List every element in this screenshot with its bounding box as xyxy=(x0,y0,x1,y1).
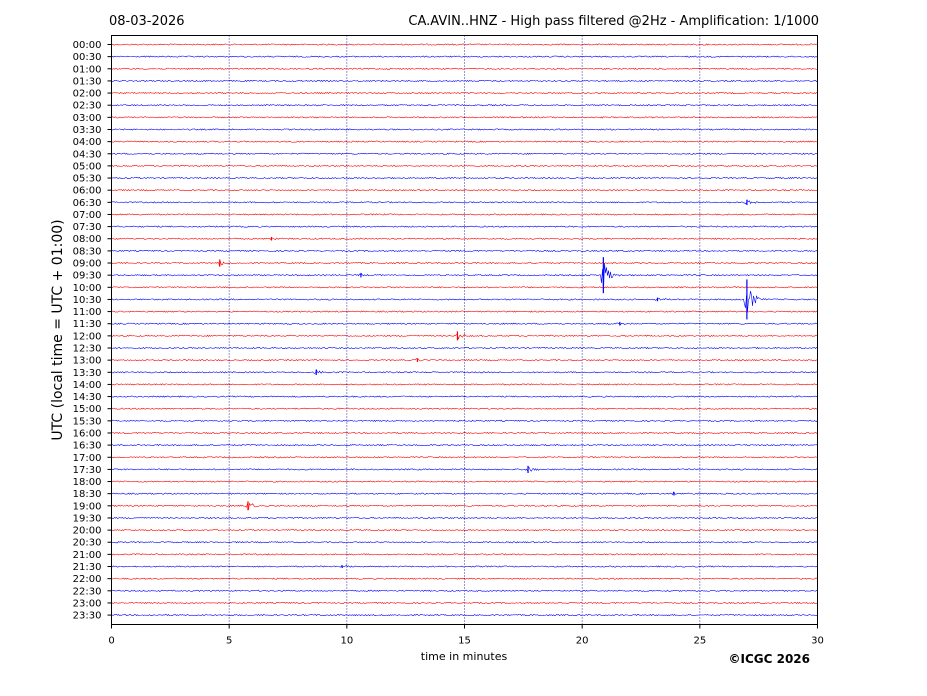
y-tick-label: 09:00 xyxy=(73,259,102,270)
y-tick-label: 20:00 xyxy=(73,526,102,537)
y-tick-label: 03:30 xyxy=(73,125,102,136)
y-tick-label: 03:00 xyxy=(73,113,102,124)
trace-line xyxy=(111,310,818,313)
x-tick-label: 20 xyxy=(576,636,589,647)
x-tick-label: 10 xyxy=(340,636,353,647)
date-label: 08-03-2026 xyxy=(109,14,185,29)
x-axis: 0 5 10 15 20 25 30 xyxy=(108,624,824,647)
trace-line xyxy=(111,480,818,483)
trace-line xyxy=(111,419,818,422)
y-tick-label: 02:30 xyxy=(73,101,102,112)
y-tick-label: 00:30 xyxy=(73,52,102,63)
y-tick-label: 07:00 xyxy=(73,210,102,221)
y-tick-label: 15:00 xyxy=(73,404,102,415)
y-tick-label: 17:00 xyxy=(73,453,102,464)
y-tick-label: 04:00 xyxy=(73,137,102,148)
y-tick-label: 23:30 xyxy=(73,611,102,622)
y-tick-label: 18:30 xyxy=(73,489,102,500)
trace-line xyxy=(111,225,818,228)
y-tick-label: 22:30 xyxy=(73,586,102,597)
y-tick-label: 14:30 xyxy=(73,392,102,403)
trace-line xyxy=(111,491,818,496)
x-tick-label: 15 xyxy=(458,636,471,647)
y-tick-label: 12:30 xyxy=(73,344,102,355)
trace-line xyxy=(111,213,818,216)
trace-line xyxy=(111,189,818,192)
trace-line xyxy=(111,444,818,447)
y-tick-label: 00:00 xyxy=(73,40,102,51)
y-tick-label: 08:30 xyxy=(73,246,102,257)
y-tick-label: 10:30 xyxy=(73,295,102,306)
y-tick-label: 07:30 xyxy=(73,222,102,233)
y-tick-label: 11:00 xyxy=(73,307,102,318)
trace-line xyxy=(111,467,818,472)
y-tick-label: 23:00 xyxy=(73,598,102,609)
y-tick-label: 11:30 xyxy=(73,319,102,330)
y-tick-label: 16:00 xyxy=(73,428,102,439)
copyright-label: ©ICGC 2026 xyxy=(728,652,810,666)
y-tick-label: 13:00 xyxy=(73,356,102,367)
y-tick-label: 04:30 xyxy=(73,149,102,160)
y-axis-label: UTC (local time = UTC + 01:00) xyxy=(50,219,66,440)
y-tick-label: 10:00 xyxy=(73,283,102,294)
trace-line xyxy=(111,200,818,205)
y-tick-label: 13:30 xyxy=(73,368,102,379)
y-tick-label: 05:30 xyxy=(73,174,102,185)
chart-title: CA.AVIN..HNZ - High pass filtered @2Hz -… xyxy=(408,14,819,29)
y-tick-label: 05:00 xyxy=(73,161,102,172)
y-tick-label: 19:00 xyxy=(73,501,102,512)
y-tick-label: 09:30 xyxy=(73,271,102,282)
x-axis-label: time in minutes xyxy=(421,650,508,663)
y-tick-label: 06:00 xyxy=(73,186,102,197)
x-tick-label: 25 xyxy=(693,636,706,647)
x-tick-label: 0 xyxy=(108,636,114,647)
trace-line xyxy=(111,176,818,180)
y-tick-label: 12:00 xyxy=(73,331,102,342)
trace-line xyxy=(111,516,818,520)
y-tick-label: 21:30 xyxy=(73,562,102,573)
trace-line xyxy=(111,236,818,240)
x-tick-label: 30 xyxy=(811,636,824,647)
trace-line xyxy=(111,249,818,252)
trace-line xyxy=(111,152,818,155)
y-tick-label: 20:30 xyxy=(73,538,102,549)
y-tick-label: 01:30 xyxy=(73,76,102,87)
y-tick-label: 18:00 xyxy=(73,477,102,488)
y-tick-label: 15:30 xyxy=(73,416,102,427)
trace-line xyxy=(111,502,818,510)
y-tick-label: 01:00 xyxy=(73,64,102,75)
trace-line xyxy=(111,260,818,268)
y-tick-label: 17:30 xyxy=(73,465,102,476)
trace-line xyxy=(111,333,818,340)
grid-lines xyxy=(228,35,701,625)
y-tick-label: 14:00 xyxy=(73,380,102,391)
y-tick-label: 16:30 xyxy=(73,441,102,452)
y-tick-label: 02:00 xyxy=(73,89,102,100)
y-tick-label: 19:30 xyxy=(73,513,102,524)
trace-line xyxy=(111,456,818,459)
y-tick-label: 22:00 xyxy=(73,574,102,585)
y-tick-label: 21:00 xyxy=(73,550,102,561)
y-tick-label: 06:30 xyxy=(73,198,102,209)
x-tick-label: 5 xyxy=(226,636,232,647)
y-tick-label: 08:00 xyxy=(73,234,102,245)
trace-line xyxy=(111,431,818,435)
